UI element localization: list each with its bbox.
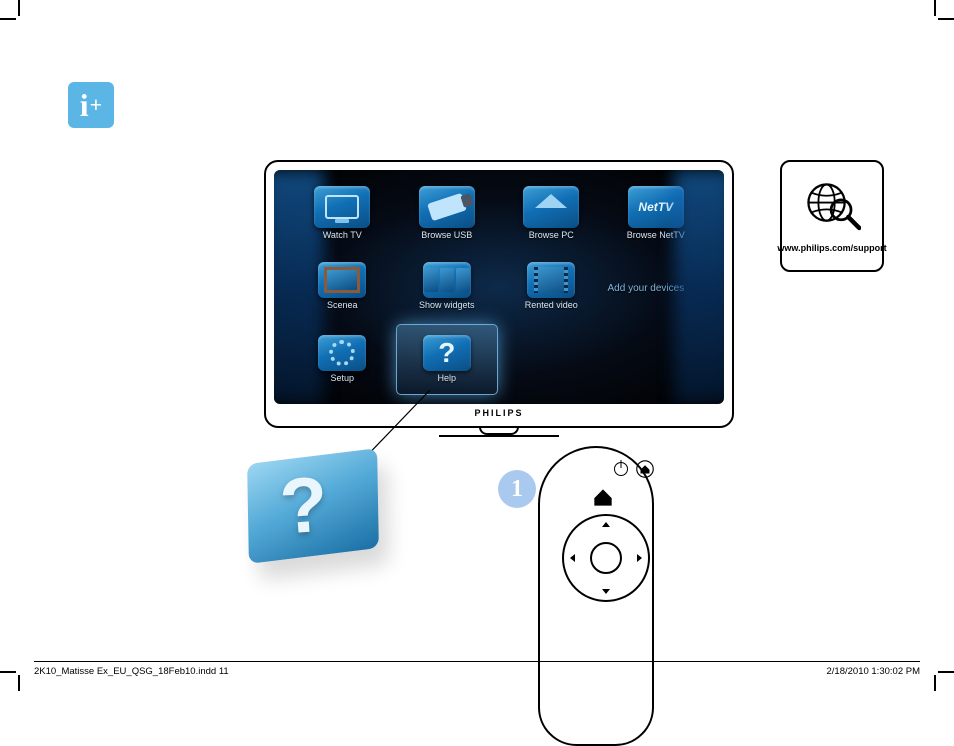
question-icon: ? [423, 335, 471, 371]
nav-right[interactable] [637, 554, 642, 562]
menu-label: Rented video [525, 300, 578, 310]
menu-label: Scenea [327, 300, 358, 310]
menu-label: Watch TV [323, 230, 362, 240]
question-glyph: ? [277, 458, 331, 552]
tv-screen: Watch TV Browse USB Browse PC NetTV Brow… [274, 170, 724, 404]
tv-icon [314, 186, 370, 228]
menu-scenea[interactable]: Scenea [292, 253, 393, 322]
support-box: www.philips.com/support [780, 160, 884, 272]
tv-illustration: Watch TV Browse USB Browse PC NetTV Brow… [264, 160, 734, 442]
menu-label: Setup [330, 373, 354, 383]
menu-label: Add your devices [608, 277, 685, 294]
usb-icon [419, 186, 475, 228]
menu-browse-usb[interactable]: Browse USB [397, 180, 498, 249]
widgets-icon [423, 262, 471, 298]
remote-body [538, 446, 654, 746]
info-badge-plus: + [90, 94, 103, 116]
menu-help[interactable]: ? Help [397, 325, 498, 394]
nettv-icon: NetTV [628, 186, 684, 228]
info-badge: i+ [68, 82, 114, 128]
tv-brand: PHILIPS [274, 404, 724, 418]
footer-timestamp: 2/18/2010 1:30:02 PM [827, 666, 921, 677]
menu-label: Browse PC [529, 230, 574, 240]
menu-setup[interactable]: Setup [292, 325, 393, 394]
nav-left[interactable] [570, 554, 575, 562]
menu-label: Browse USB [421, 230, 472, 240]
house-icon [523, 186, 579, 228]
menu-label: Browse NetTV [627, 230, 685, 240]
remote-illustration [530, 446, 662, 666]
home-menu: Watch TV Browse USB Browse PC NetTV Brow… [292, 180, 706, 394]
globe-search-icon [803, 179, 861, 237]
menu-add-devices[interactable]: Add your devices [606, 253, 707, 322]
nav-wheel[interactable] [562, 514, 650, 602]
standby-icon[interactable] [614, 462, 628, 476]
menu-show-widgets[interactable]: Show widgets [397, 253, 498, 322]
frame-icon [318, 262, 366, 298]
footer-file: 2K10_Matisse Ex_EU_QSG_18Feb10.indd 11 [34, 666, 229, 677]
menu-rented-video[interactable]: Rented video [501, 253, 602, 322]
step-number: 1 [511, 476, 523, 503]
tv-stand [264, 428, 734, 442]
print-footer: 2K10_Matisse Ex_EU_QSG_18Feb10.indd 11 2… [34, 661, 920, 677]
info-badge-text: i [80, 89, 89, 121]
home-icon[interactable] [636, 460, 654, 478]
menu-watch-tv[interactable]: Watch TV [292, 180, 393, 249]
tv-bezel: Watch TV Browse USB Browse PC NetTV Brow… [264, 160, 734, 428]
menu-label: Show widgets [419, 300, 475, 310]
film-icon [527, 262, 575, 298]
menu-browse-pc[interactable]: Browse PC [501, 180, 602, 249]
support-url: www.philips.com/support [777, 243, 886, 253]
nav-down[interactable] [602, 589, 610, 594]
menu-browse-nettv[interactable]: NetTV Browse NetTV [606, 180, 707, 249]
nav-up[interactable] [602, 522, 610, 527]
gear-icon [318, 335, 366, 371]
menu-label: Help [437, 373, 456, 383]
ok-button[interactable] [590, 542, 622, 574]
help-cube: ? [228, 446, 398, 586]
home-icon-large [590, 484, 616, 516]
